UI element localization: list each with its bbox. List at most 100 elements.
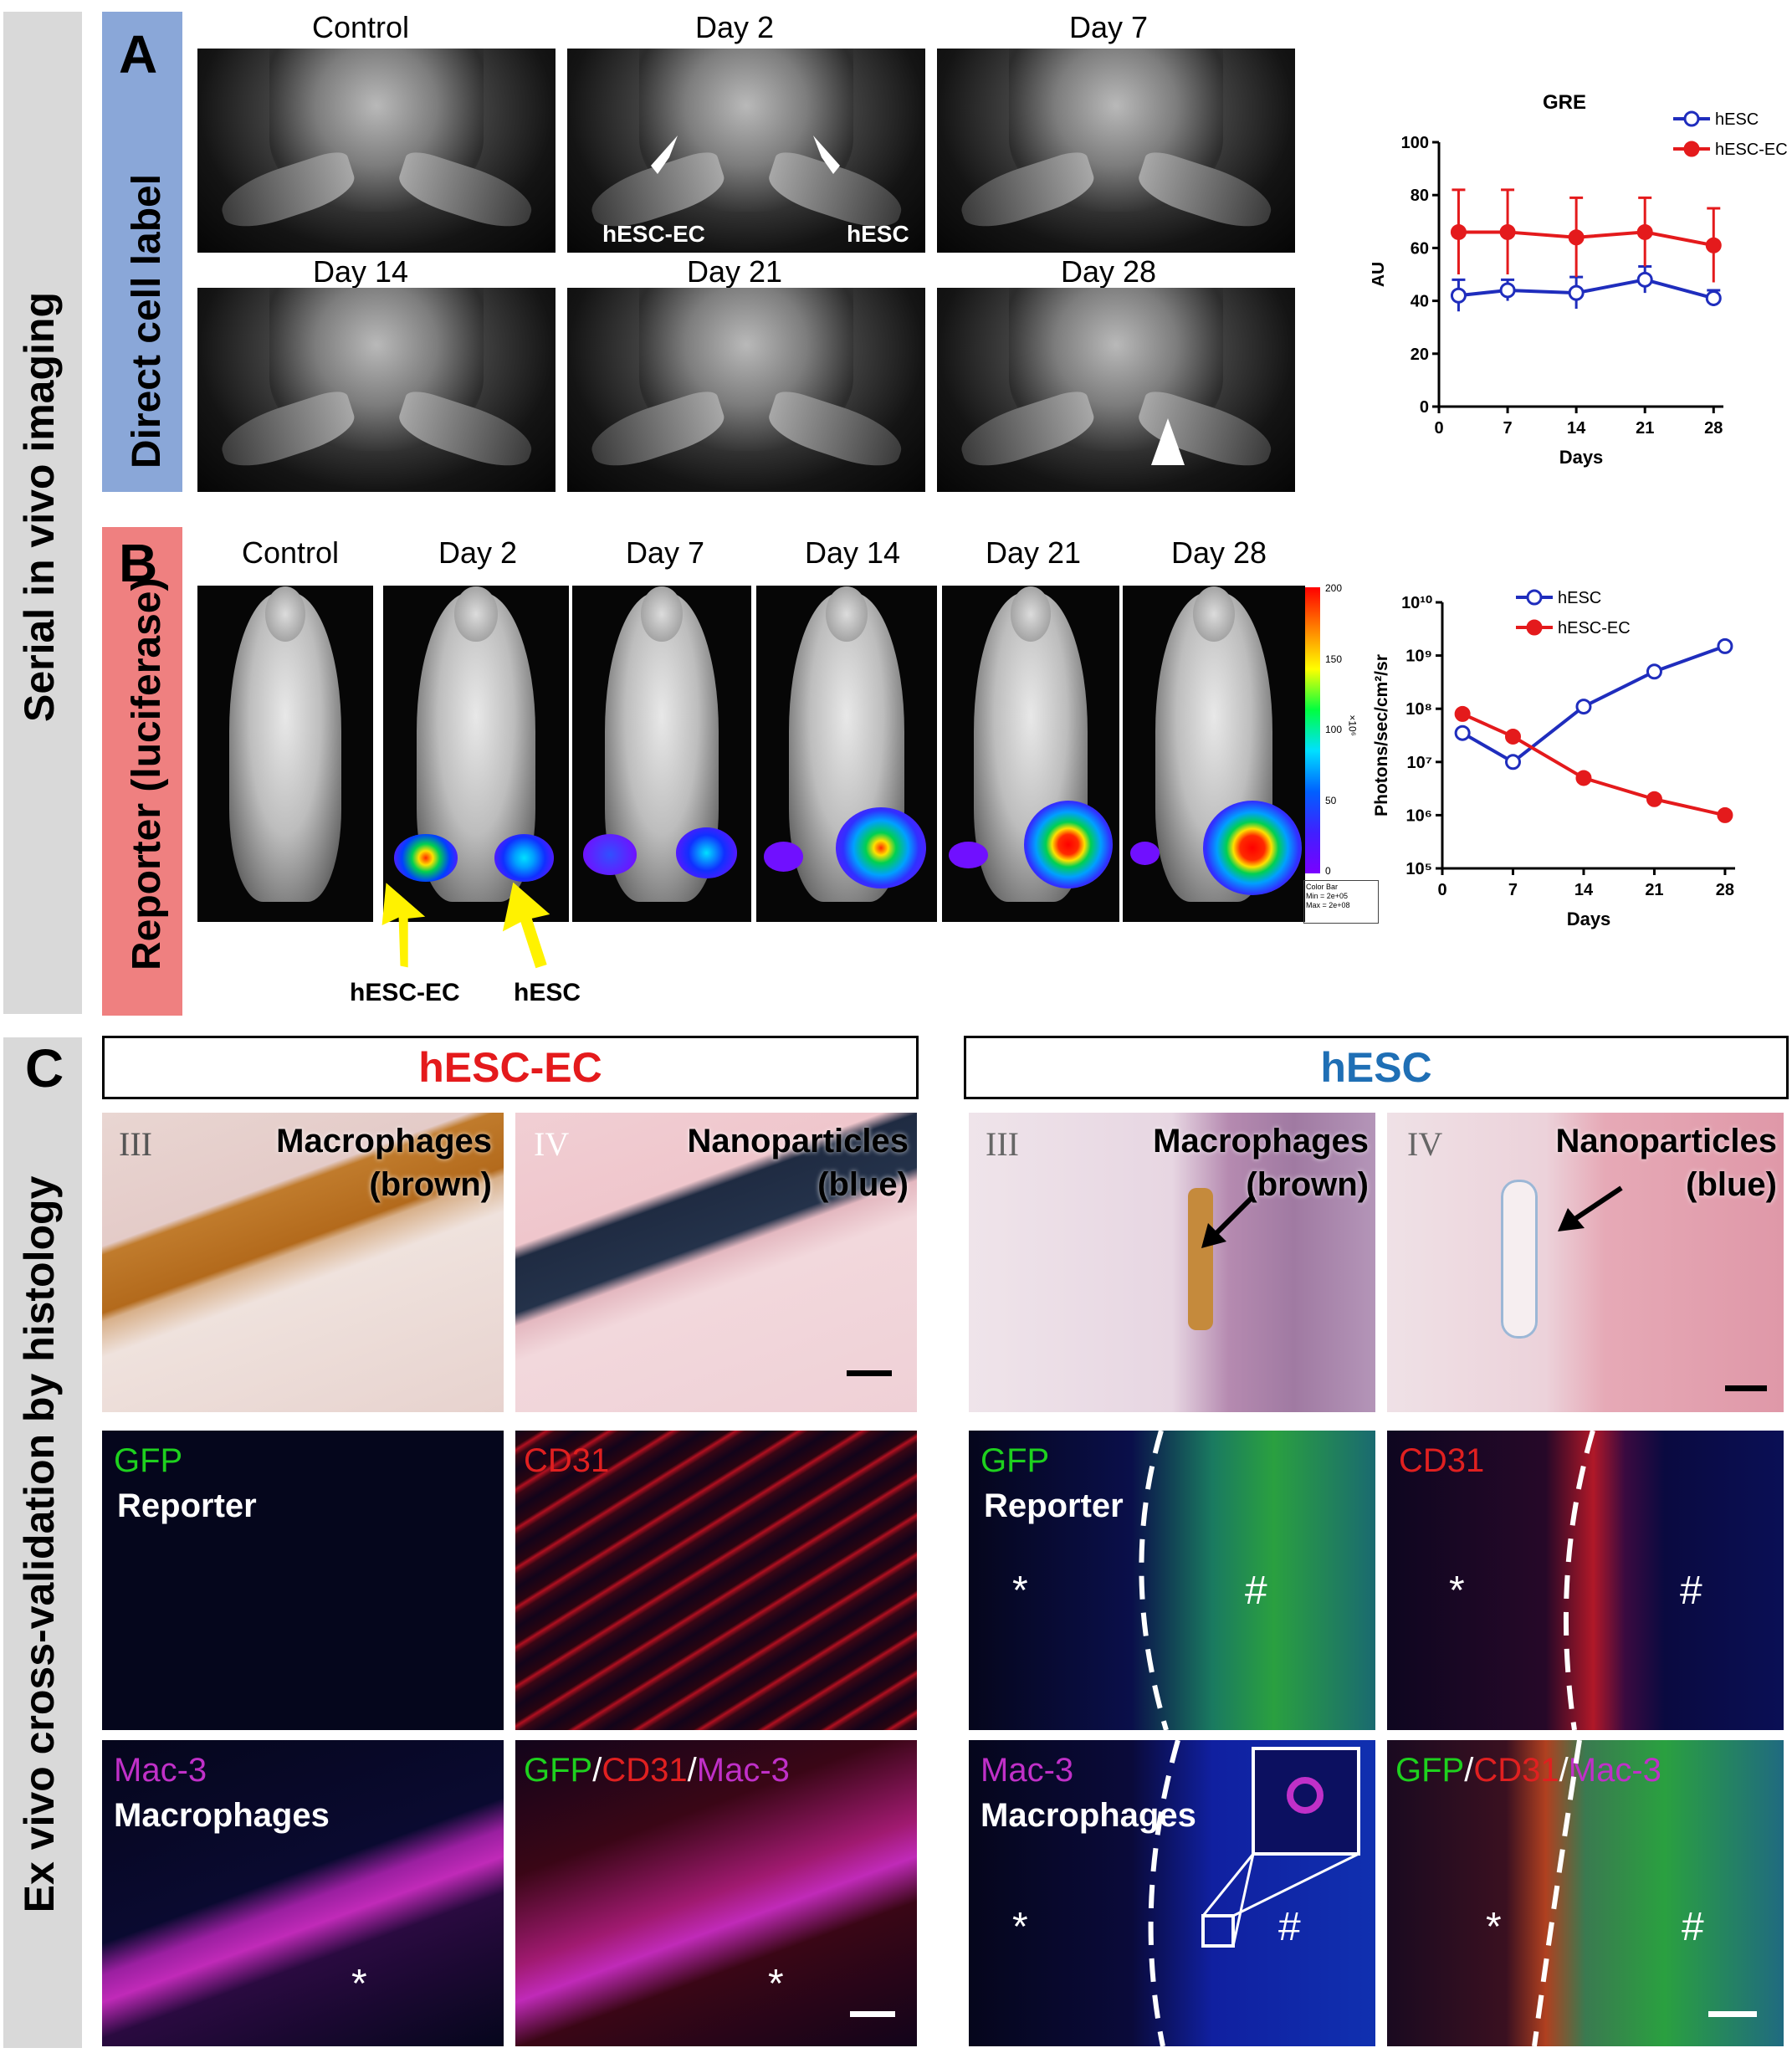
data-point [1575,770,1592,786]
y-tick-label: 10⁷ [1407,754,1433,772]
panel-a-letter: A [119,24,158,84]
colorbar-tick-label: 150 [1325,653,1343,665]
merge-cd31: CD31 [1473,1752,1559,1789]
fluor-right-mac3: Mac-3 Macrophages * # [969,1740,1375,2046]
data-point [1568,229,1585,246]
mri-label-day21: Day 21 [686,254,783,289]
mri-image-day2: hESC-EC hESC [567,49,925,253]
side-bar-exvivo [3,1037,82,2048]
scale-bar [847,1370,892,1376]
mri-image-day21 [567,288,925,492]
merge-slash: / [687,1752,697,1789]
x-tick-label: 21 [1636,419,1654,438]
fluor-star-mark: * [351,1962,367,2006]
bli-label-day28: Day 28 [1170,535,1267,570]
y-tick-label: 10⁶ [1406,806,1432,825]
fluor-right-gfp: GFP Reporter * # [969,1431,1375,1730]
panel-b-letter: B [119,533,158,593]
y-axis-label: AU [1372,262,1388,287]
histo-brown-label-left: (brown) [369,1166,492,1203]
bli-label-day7: Day 7 [625,535,705,570]
histo-roman-iv-left: IV [534,1125,570,1163]
bli-image-control [197,586,373,922]
histo-nanoparticles-label-left: Nanoparticles [687,1123,909,1160]
x-tick-label: 7 [1503,419,1513,438]
fluor-left-mac3: Mac-3 Macrophages * [102,1740,504,2046]
x-tick-label: 0 [1437,881,1446,899]
arrow-icon [1201,1194,1256,1248]
side-label-serial: Serial in vivo imaging [16,291,63,723]
arrowhead-icon [1151,418,1185,465]
bli-arrow-label-hesc: hESC [514,979,581,1006]
bli-label-day21: Day 21 [985,535,1082,570]
x-tick-label: 21 [1645,881,1663,899]
fluor-hash-mark: # [1245,1569,1267,1613]
merge-cd31: CD31 [602,1752,688,1789]
fluor-right-merge: GFP/CD31/Mac-3 * # [1387,1740,1784,2046]
yellow-arrows-icon [381,882,550,969]
merge-gfp: GFP [1395,1752,1465,1789]
fluor-left-cd31: CD31 [515,1431,917,1730]
panel-a-band [102,12,182,492]
bli-image-day28 [1123,586,1305,922]
bli-image-day14 [756,586,937,922]
panel-c-letter: C [25,1038,64,1098]
x-axis-label: Days [1559,447,1604,468]
histo-nanoparticles-label-right: Nanoparticles [1555,1123,1777,1160]
x-tick-label: 28 [1704,419,1723,438]
mri-arrow-label-hesc: hESC [847,221,909,247]
fluor-macrophages-label-left: Macrophages [114,1797,330,1834]
x-tick-label: 14 [1567,419,1586,438]
mri-image-day7 [937,49,1295,253]
mri-image-day28 [937,288,1295,492]
y-tick-label: 40 [1411,293,1429,311]
histo-blue-label-left: (blue) [817,1166,909,1203]
fluor-cd31-label-right: CD31 [1399,1442,1485,1479]
legend-label: hESC [1558,589,1601,607]
data-point [1646,791,1662,807]
fluor-mac3-label-right: Mac-3 [980,1752,1074,1789]
data-point [1575,699,1592,715]
colorbar-tick-label: 100 [1325,724,1343,735]
x-axis-label: Days [1567,909,1611,929]
y-tick-label: 10⁸ [1405,700,1432,719]
legend-marker [1683,110,1700,127]
mri-label-day14: Day 14 [312,254,409,289]
data-point [1717,806,1733,823]
fluor-star-mark: * [768,1962,784,2006]
bli-image-day7 [572,586,751,922]
fluor-mac3-label-left: Mac-3 [114,1752,207,1789]
fluor-star-mark: * [1486,1905,1502,1949]
data-point [1705,289,1722,306]
y-tick-label: 0 [1420,398,1429,417]
data-point [1450,287,1467,304]
panel-a-side-label: Direct cell label [125,173,169,469]
legend-marker [1526,619,1543,636]
fluor-hash-mark: # [1278,1905,1301,1949]
panel-c-left-title: hESC-EC [102,1036,919,1099]
data-point [1450,223,1467,240]
fluor-left-merge: GFP/CD31/Mac-3 * [515,1740,917,2046]
colorbar-note: Color Bar Min = 2e+05 Max = 2e+08 [1303,880,1379,924]
scale-bar [1725,1385,1767,1391]
fluor-star-mark: * [1012,1569,1028,1613]
legend-label: hESC [1715,110,1759,129]
gre-chart: 0 20 40 60 80 100 0 7 14 21 28 Days AU GRE hESC hESC-EC [1372,91,1788,468]
series-line [1462,644,1726,765]
y-tick-label: 60 [1411,239,1429,258]
fluor-merge-label-left: GFP/CD31/Mac-3 [524,1750,790,1790]
scale-bar [850,2011,895,2017]
fluor-right-cd31: CD31 * # [1387,1431,1784,1730]
panel-b-side-label: Reporter (luciferase) [125,577,169,970]
histo-right-macrophages: III Macrophages (brown) [969,1113,1375,1412]
mri-image-control [197,49,556,253]
x-tick-label: 0 [1434,419,1443,438]
inset-zoom-icon [1148,1740,1360,2046]
fluor-reporter-label-right: Reporter [984,1487,1124,1524]
fluor-merge-label-right: GFP/CD31/Mac-3 [1395,1750,1661,1790]
fluor-gfp-label-right: GFP [980,1442,1050,1479]
bli-label-day14: Day 14 [804,535,901,570]
merge-mac3: Mac-3 [696,1752,790,1789]
chart-title: GRE [1543,91,1586,114]
histo-blue-label-right: (blue) [1686,1166,1777,1203]
